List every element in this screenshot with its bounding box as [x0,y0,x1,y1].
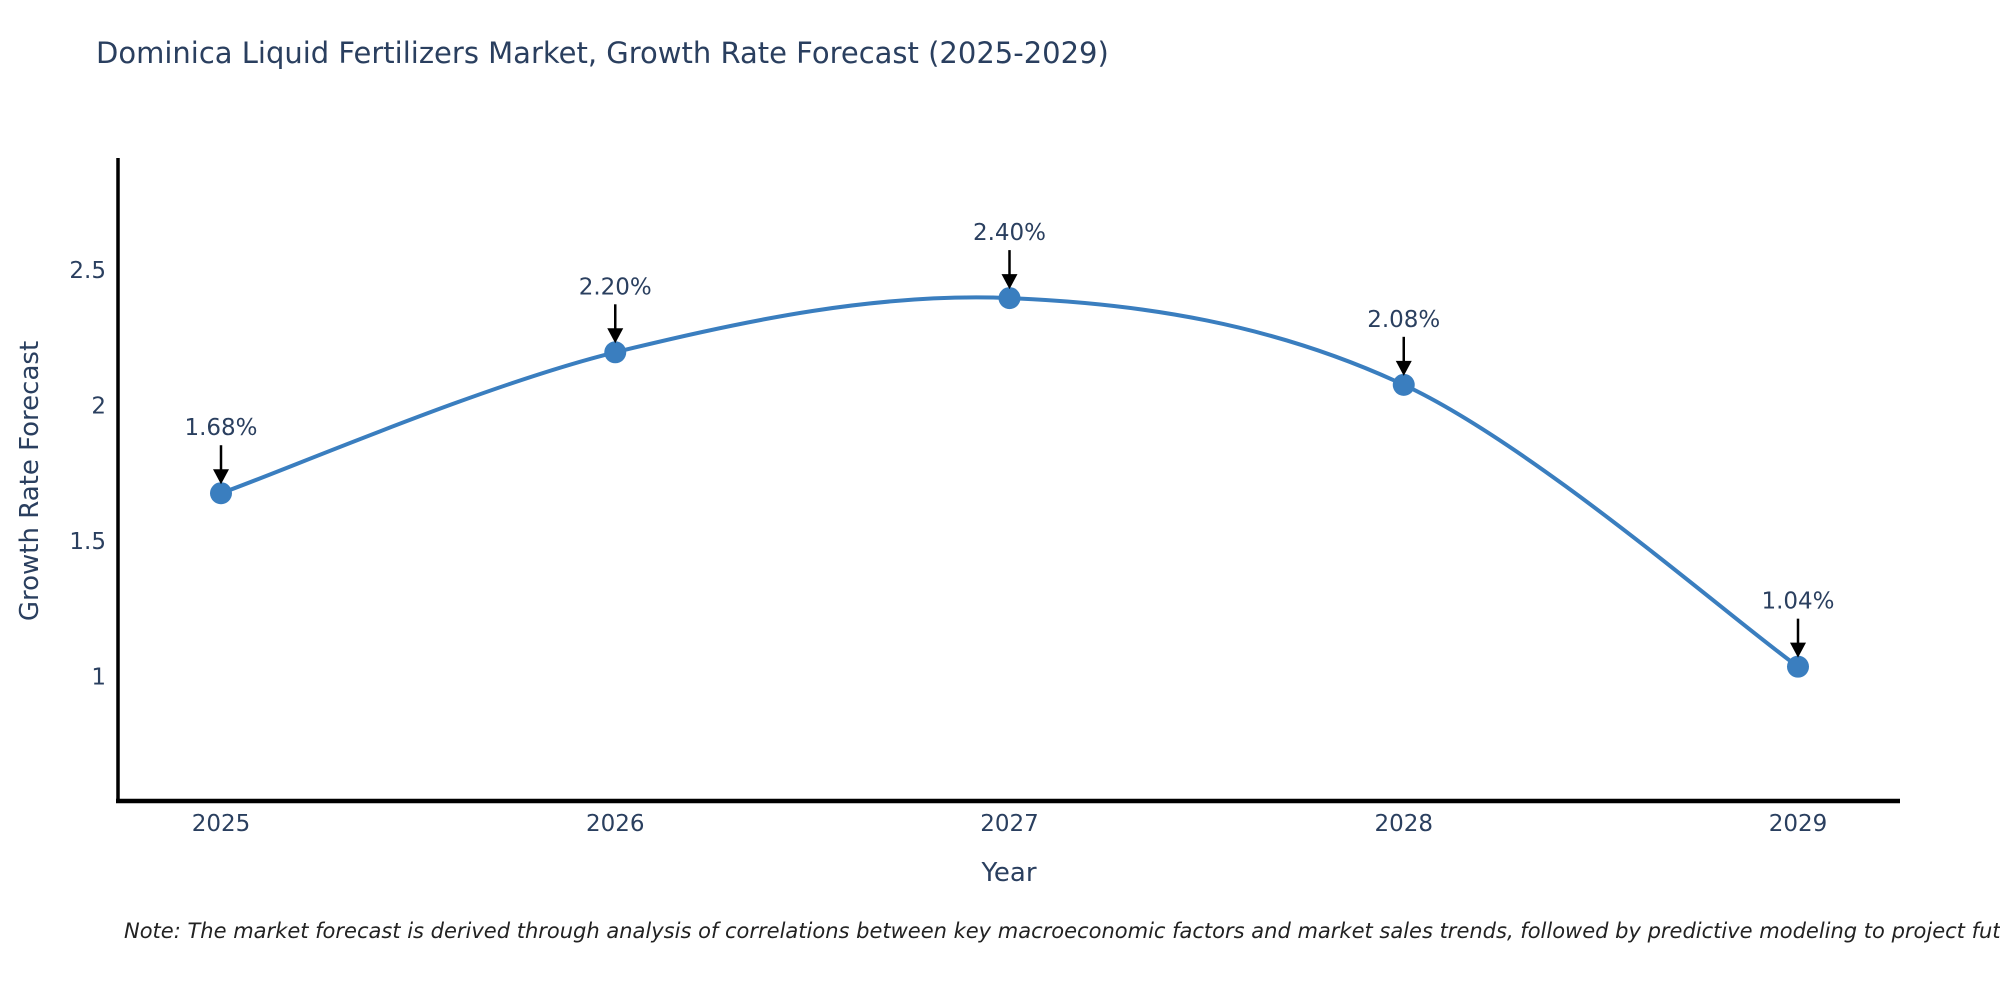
annotation-arrowhead [607,328,624,344]
x-tick-label: 2027 [980,811,1039,837]
trend-line [220,295,1800,669]
y-tick-label: 2.5 [69,258,106,284]
data-point-label: 2.08% [1367,307,1440,333]
y-axis-title: Growth Rate Forecast [15,340,45,622]
data-point-label: 1.68% [184,415,257,441]
y-tick-label: 1.5 [69,529,106,555]
data-point-marker [210,482,232,505]
x-tick-label: 2028 [1374,811,1433,837]
x-tick-label: 2025 [192,811,251,837]
y-tick-label: 1 [91,665,106,691]
annotation-arrowhead [1001,274,1018,290]
data-point-marker [604,341,627,364]
y-tick-label: 2 [91,394,106,420]
data-point-label: 2.20% [579,274,652,300]
annotation-arrowhead [213,469,229,485]
data-point-label: 1.04% [1761,589,1834,615]
x-axis-title: Year [981,858,1037,888]
x-tick-label: 2029 [1769,811,1828,837]
annotation-arrowhead [1790,642,1806,658]
annotation-arrowhead [1395,360,1412,376]
chart-title: Dominica Liquid Fertilizers Market, Grow… [96,36,1109,70]
data-point-marker [998,287,1021,310]
data-point-marker [1392,373,1415,396]
x-tick-label: 2026 [586,811,645,837]
footnote: Note: The market forecast is derived thr… [124,919,2000,943]
data-point-label: 2.40% [973,220,1046,246]
data-point-marker [1787,655,1809,678]
